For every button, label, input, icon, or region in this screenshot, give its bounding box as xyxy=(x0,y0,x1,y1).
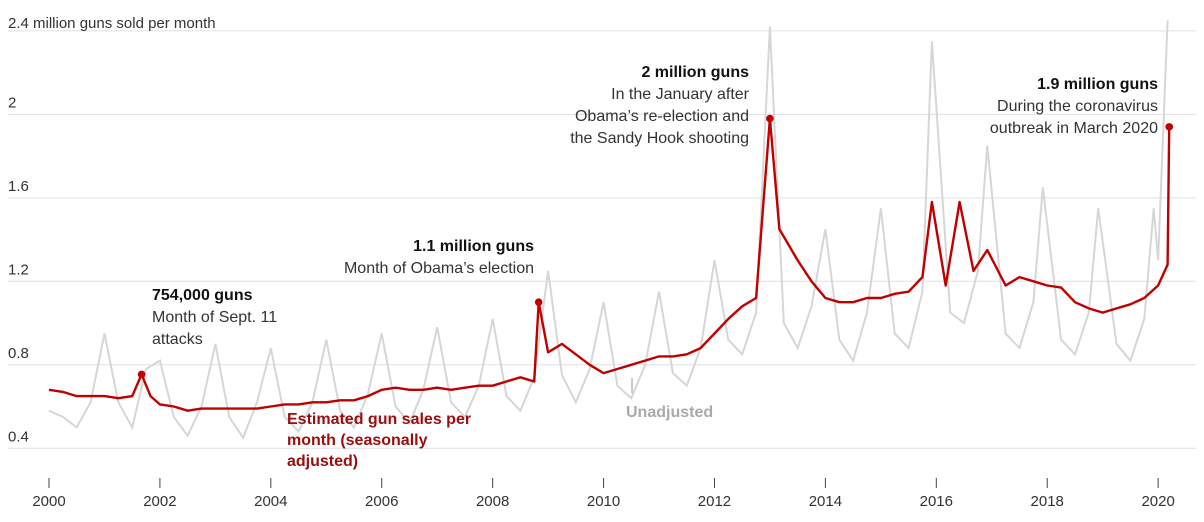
annotation-jan13-line-2: Obama’s re-election and xyxy=(575,108,749,125)
x-tick-label: 2010 xyxy=(587,493,620,510)
unadjusted-series-label: Unadjusted xyxy=(626,378,713,421)
adjusted-label-line-3: adjusted) xyxy=(287,453,358,470)
y-tick-label: 0.4 xyxy=(8,428,29,445)
x-tick-label: 2002 xyxy=(143,493,176,510)
annotation-jan13-line-1: In the January after xyxy=(611,86,750,103)
y-gridlines xyxy=(8,30,1196,449)
adjusted-series-line xyxy=(48,117,1171,412)
y-tick-label: 1.2 xyxy=(8,261,29,278)
x-tick-label: 2012 xyxy=(698,493,731,510)
annotation-obama08: 1.1 million guns Month of Obama’s electi… xyxy=(344,238,534,277)
annotation-sept11-value: 754,000 guns xyxy=(152,287,253,304)
annotation-covid-line-2: outbreak in March 2020 xyxy=(990,120,1158,137)
annotation-marker-dot xyxy=(534,298,543,306)
x-tick-label: 2020 xyxy=(1141,493,1174,510)
annotation-obama08-value: 1.1 million guns xyxy=(413,238,534,255)
y-tick-label: 0.8 xyxy=(8,345,29,362)
annotation-marker-dot xyxy=(137,370,146,379)
y-tick-label: 1.6 xyxy=(8,178,29,195)
x-tick-label: 2016 xyxy=(920,493,953,510)
annotation-covid-value: 1.9 million guns xyxy=(1037,76,1158,93)
annotation-markers xyxy=(137,114,1174,379)
annotation-obama08-line-1: Month of Obama’s election xyxy=(344,260,534,277)
annotation-marker-dot xyxy=(1165,123,1174,131)
annotation-covid: 1.9 million guns During the coronavirus … xyxy=(990,76,1158,137)
x-tick-label: 2006 xyxy=(365,493,398,510)
annotation-sept11-line-1: Month of Sept. 11 xyxy=(152,309,277,326)
y-axis-unit-label: 2.4 million guns sold per month xyxy=(8,15,216,32)
x-tick-label: 2014 xyxy=(809,493,842,510)
annotation-covid-line-1: During the coronavirus xyxy=(997,98,1158,115)
annotation-sept11-line-2: attacks xyxy=(152,331,203,348)
x-tick-label: 2018 xyxy=(1031,493,1064,510)
annotation-sept11: 754,000 guns Month of Sept. 11 attacks xyxy=(152,287,277,348)
adjusted-label-line-2: month (seasonally xyxy=(287,432,428,449)
x-tick-marks: 2000 2002 2004 2006 2008 2010 2012 2014 2016 2018… xyxy=(32,478,1175,510)
y-tick-label: 2 xyxy=(8,94,16,111)
annotation-marker-dot xyxy=(766,114,774,123)
annotation-jan13-line-3: the Sandy Hook shooting xyxy=(570,130,749,147)
y-tick-labels: 0.4 0.8 1.2 1.6 2 xyxy=(8,94,29,445)
x-tick-label: 2008 xyxy=(476,493,509,510)
unadjusted-series-line xyxy=(48,20,1169,440)
x-tick-label: 2000 xyxy=(32,493,65,510)
unadjusted-label: Unadjusted xyxy=(626,404,713,421)
annotation-jan13: 2 million guns In the January after Obam… xyxy=(570,64,749,147)
x-tick-label: 2004 xyxy=(254,493,287,510)
adjusted-series-label: Estimated gun sales per month (seasonall… xyxy=(287,411,471,470)
adjusted-label-line-1: Estimated gun sales per xyxy=(287,411,471,428)
annotation-jan13-value: 2 million guns xyxy=(641,64,749,81)
